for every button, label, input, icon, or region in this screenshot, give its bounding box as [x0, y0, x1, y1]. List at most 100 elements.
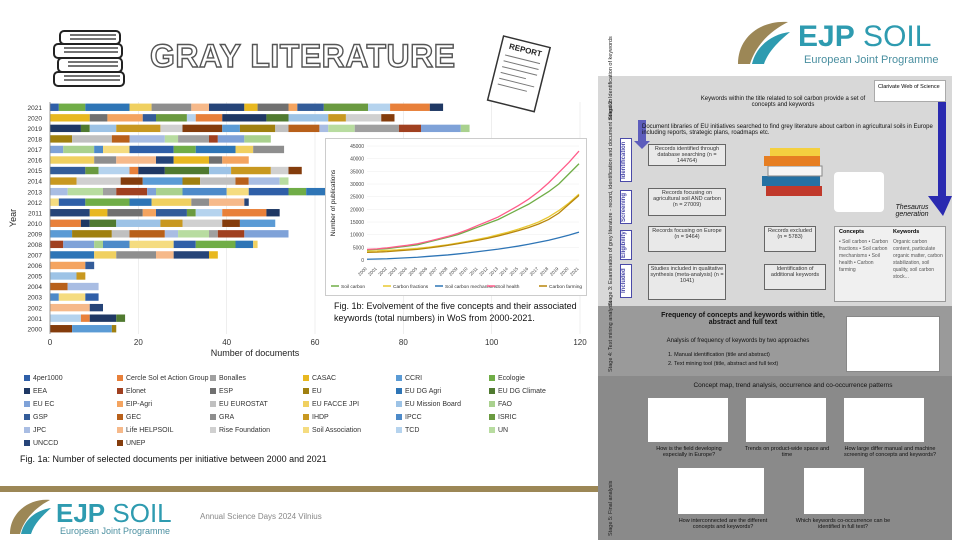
bar-segment — [195, 209, 223, 217]
legend-item: IHDP — [303, 414, 329, 421]
y-axis-label: Number of publications — [330, 169, 337, 236]
stage-5-label: Stage 5: Final analysis — [608, 480, 614, 536]
bar-segment — [142, 209, 156, 217]
bar-segment — [85, 198, 130, 206]
stage-4-label: Stage 4: Text mining analysis — [608, 300, 614, 372]
line-chart-caption: Fig. 1b: Evolvement of the five concepts… — [334, 301, 577, 323]
bar-segment — [209, 135, 218, 143]
x-tick-label: 2015 — [509, 266, 520, 277]
legend-label: ISRIC — [498, 414, 517, 421]
report-icon: REPORT — [486, 35, 552, 113]
legend-label: TCD — [405, 427, 420, 434]
text-mining-docs-icon — [846, 316, 940, 372]
bar-segment — [381, 114, 395, 122]
tab-included: Included — [620, 264, 632, 298]
y-tick-label: 2015 — [28, 168, 43, 175]
x-tick-label: 2007 — [428, 266, 439, 277]
x-tick-label: 120 — [573, 338, 587, 347]
question-2: Trends on product-wide space and time — [744, 446, 830, 458]
bar-segment — [239, 219, 276, 227]
bar-segment — [50, 314, 81, 322]
y-tick-label: 2000 — [28, 326, 43, 333]
wos-logo: Clarivate Web of Science — [874, 80, 946, 102]
legend-item: EU FACCE JPI — [303, 401, 359, 408]
legend-item: GRA — [210, 414, 234, 421]
x-tick-label: 2012 — [478, 266, 489, 277]
bar-segment — [85, 166, 99, 175]
bar-segment — [209, 198, 245, 206]
y-tick-label: 2006 — [28, 263, 43, 270]
brand-name-bold: EJP — [798, 20, 855, 53]
series-line — [366, 150, 580, 251]
bar-segment — [85, 261, 95, 270]
y-tick-label: 2017 — [28, 147, 43, 154]
line-legend-label: Soil health — [497, 284, 520, 290]
legend-item: Ecologie — [489, 375, 525, 382]
network-icon-2 — [804, 468, 864, 514]
bar-segment — [103, 240, 130, 249]
legend-swatch — [24, 427, 30, 434]
approaches-text: Analysis of frequency of keywords by two… — [666, 338, 810, 344]
thesaurus-label: Thesaurus generation — [895, 204, 929, 218]
y-tick-label: 2007 — [28, 253, 43, 260]
bar-segment — [288, 114, 329, 122]
bar-segment — [368, 103, 391, 111]
bar-segment — [138, 166, 165, 175]
bar-segment — [244, 135, 271, 143]
legend-label: Ecologie — [498, 375, 525, 382]
bar-segment — [63, 145, 95, 154]
bar-segment — [156, 156, 174, 164]
trend-chart-icon — [746, 398, 826, 442]
bar-segment — [50, 198, 59, 206]
x-tick-label: 2018 — [539, 266, 550, 277]
legend-label: JPC — [33, 427, 47, 434]
bar-segment — [63, 240, 95, 249]
legend-label: Cercle Sol et Action Group — [126, 375, 209, 382]
bar-segment — [50, 135, 73, 143]
bar-segment — [151, 198, 192, 206]
brand-subtitle: European Joint Programme — [804, 54, 939, 66]
legend-item: GSP — [24, 414, 48, 421]
bar-segment — [164, 135, 179, 143]
bar-segment — [80, 314, 90, 322]
bar-segment — [89, 124, 117, 133]
x-tick-label: 2006 — [418, 266, 429, 277]
y-tick-label: 2010 — [28, 221, 43, 228]
bar-segment — [89, 314, 117, 322]
legend-item: EU EC — [24, 401, 54, 408]
legend-item: Life HELPSOIL — [117, 427, 173, 434]
bar-segment — [50, 325, 73, 333]
brand-logo-footer: EJP SOIL European Joint Programme — [6, 496, 206, 538]
bar-segment — [50, 230, 73, 238]
bar-segment — [89, 114, 108, 122]
bar-segment — [173, 251, 209, 259]
y-tick-label: 40000 — [350, 157, 364, 163]
bar-segment — [191, 103, 209, 111]
bar-segment — [50, 187, 68, 196]
footer-brand-name: EJP SOIL — [56, 498, 172, 529]
x-tick-label: 2021 — [569, 266, 580, 277]
y-tick-label: 2009 — [28, 231, 43, 238]
bar-segment — [239, 124, 276, 133]
europe-map-icon — [648, 398, 728, 442]
bar-segment — [58, 293, 86, 301]
legend-label: Bonalles — [219, 375, 246, 382]
x-tick-label: 60 — [311, 338, 320, 347]
legend-label: ESP — [219, 388, 234, 395]
y-tick-label: 35000 — [350, 169, 364, 175]
bar-segment — [50, 145, 64, 154]
legend-item: EEA — [24, 388, 47, 395]
x-axis-label: Number of documents — [211, 348, 300, 358]
bar-segment — [50, 240, 64, 249]
line-legend-label: Soil carbon mechanisms — [445, 284, 498, 290]
x-tick-label: 2020 — [559, 266, 570, 277]
bar-segment — [275, 124, 289, 133]
bar-segment — [253, 145, 285, 154]
legend-label: EU DG Climate — [498, 388, 546, 395]
x-tick-label: 2010 — [458, 266, 469, 277]
bar-segment — [270, 166, 289, 175]
x-tick-label: 40 — [222, 338, 231, 347]
bar-segment — [182, 177, 201, 185]
bar-segment — [103, 145, 130, 154]
bar-segment — [89, 303, 103, 312]
